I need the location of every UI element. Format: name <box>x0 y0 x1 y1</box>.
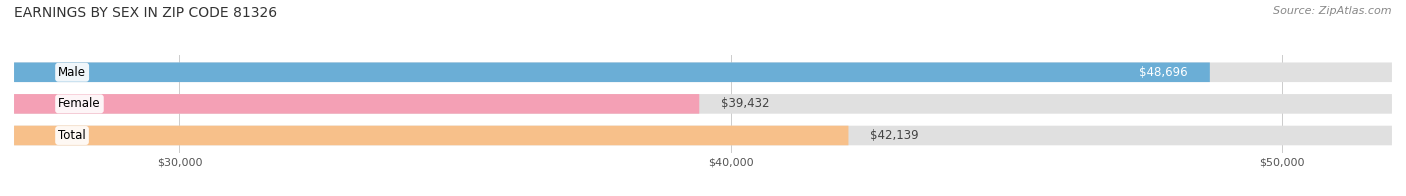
Text: EARNINGS BY SEX IN ZIP CODE 81326: EARNINGS BY SEX IN ZIP CODE 81326 <box>14 6 277 20</box>
FancyBboxPatch shape <box>14 94 1392 114</box>
FancyBboxPatch shape <box>14 126 848 145</box>
Text: Male: Male <box>58 66 86 79</box>
Text: $48,696: $48,696 <box>1139 66 1188 79</box>
Text: Source: ZipAtlas.com: Source: ZipAtlas.com <box>1274 6 1392 16</box>
Text: $39,432: $39,432 <box>721 97 770 110</box>
FancyBboxPatch shape <box>14 126 1392 145</box>
Text: $42,139: $42,139 <box>870 129 920 142</box>
FancyBboxPatch shape <box>14 63 1392 82</box>
Text: Total: Total <box>58 129 86 142</box>
FancyBboxPatch shape <box>14 63 1209 82</box>
Text: Female: Female <box>58 97 101 110</box>
FancyBboxPatch shape <box>14 94 699 114</box>
